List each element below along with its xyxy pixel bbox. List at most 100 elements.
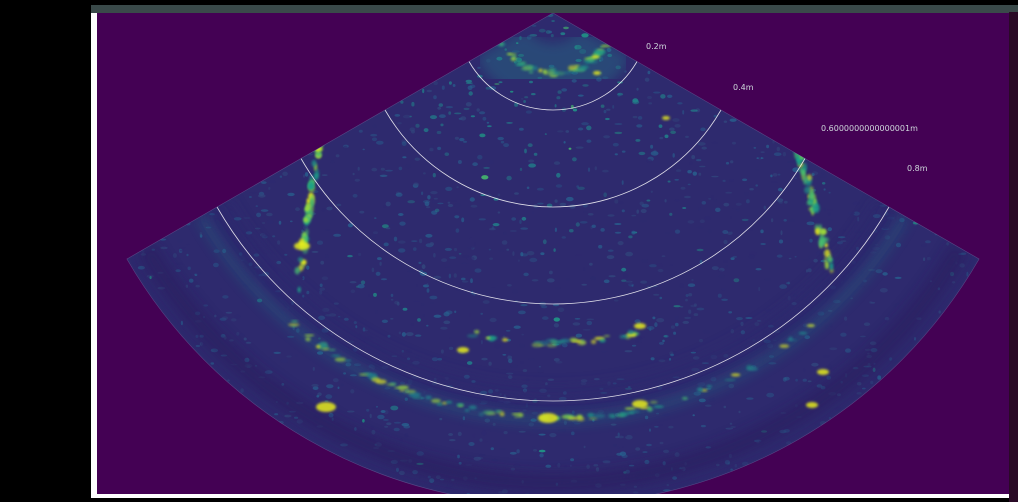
speckle <box>440 123 444 127</box>
speckle <box>180 320 183 326</box>
speckle <box>377 414 385 420</box>
speckle <box>371 167 378 172</box>
speckle <box>397 122 402 125</box>
range-ring-2 <box>384 109 722 208</box>
speckle <box>856 392 862 395</box>
speckle <box>430 115 437 120</box>
speckle <box>347 410 355 413</box>
speckle <box>699 219 705 224</box>
speckle <box>544 133 547 135</box>
speckle <box>600 104 605 108</box>
speckle <box>768 362 777 365</box>
speckle <box>696 226 704 229</box>
speckle <box>448 439 456 442</box>
speckle <box>718 274 725 279</box>
speckle <box>465 102 472 107</box>
speckle <box>621 150 626 153</box>
speckle <box>749 219 753 222</box>
speckle <box>640 280 648 284</box>
speckle <box>670 325 675 329</box>
speckle <box>454 215 460 219</box>
speckle <box>478 218 486 221</box>
mid-echo <box>502 338 509 342</box>
speckle <box>575 254 583 257</box>
speckle <box>746 397 754 400</box>
echo-band-5 <box>137 242 969 493</box>
speckle <box>553 317 560 322</box>
speckle <box>357 166 360 171</box>
speckle <box>195 284 200 288</box>
speckle <box>654 425 659 428</box>
speckle <box>520 304 528 307</box>
speckle <box>586 125 592 131</box>
speckle <box>497 193 501 197</box>
speckle <box>783 219 787 222</box>
speckle <box>488 159 494 165</box>
speckle <box>476 108 480 112</box>
speckle <box>284 253 288 256</box>
speckle <box>641 258 649 264</box>
speckle <box>629 464 635 467</box>
speckle <box>340 383 344 387</box>
speckle <box>685 294 689 297</box>
sonar-viewport[interactable]: 0.2m 0.4m 0.6000000000000001m 0.8m <box>97 13 1018 494</box>
left-wall-echo <box>315 168 319 178</box>
near-field-echo <box>594 49 606 55</box>
speckle <box>380 410 386 413</box>
speckle <box>807 268 812 273</box>
range-label-1: 0.2m <box>646 42 667 51</box>
speckle <box>638 335 646 339</box>
speckle <box>367 294 371 297</box>
speckle <box>405 349 413 354</box>
speckle <box>510 364 518 369</box>
speckle <box>448 111 452 115</box>
speckle <box>213 262 219 268</box>
right-wall-echo <box>822 237 826 245</box>
speckle <box>415 334 422 337</box>
speckle <box>662 339 665 343</box>
speckle <box>847 211 855 215</box>
speckle <box>413 300 420 303</box>
speckle <box>882 210 885 215</box>
speckle <box>635 139 641 142</box>
speckle <box>591 224 596 228</box>
speckle <box>316 395 320 398</box>
speckle <box>256 212 262 218</box>
speckle <box>333 233 342 237</box>
speckle <box>369 413 372 419</box>
speckle <box>718 267 725 272</box>
speckle <box>569 229 574 233</box>
speckle <box>605 117 610 121</box>
speckle <box>537 368 544 374</box>
speckle <box>402 114 411 119</box>
floor-echo <box>305 336 311 342</box>
speckle <box>385 201 391 207</box>
speckle <box>591 330 597 335</box>
speckle <box>473 326 480 331</box>
speckle <box>149 275 152 280</box>
speckle <box>519 219 522 225</box>
speckle <box>586 318 595 321</box>
speckle <box>528 422 535 427</box>
speckle <box>528 358 536 361</box>
speckle <box>636 336 643 340</box>
speckle <box>892 304 897 307</box>
speckle <box>614 153 618 156</box>
mid-echo <box>466 334 479 338</box>
speckle <box>353 321 357 325</box>
floor-echo <box>653 405 664 408</box>
right-wall-echo <box>824 249 831 258</box>
speckle <box>538 28 546 33</box>
speckle <box>693 303 697 307</box>
near-field-echo <box>506 52 513 56</box>
speckle <box>550 34 554 38</box>
speckle <box>287 271 291 276</box>
speckle <box>711 266 719 271</box>
floor-echo <box>394 386 402 389</box>
bright-echo-5 <box>634 323 646 329</box>
speckle <box>566 196 574 202</box>
mid-echo <box>546 343 557 348</box>
bright-echo-1 <box>316 402 336 412</box>
left-wall-echo <box>304 207 309 212</box>
speckle <box>289 352 294 357</box>
